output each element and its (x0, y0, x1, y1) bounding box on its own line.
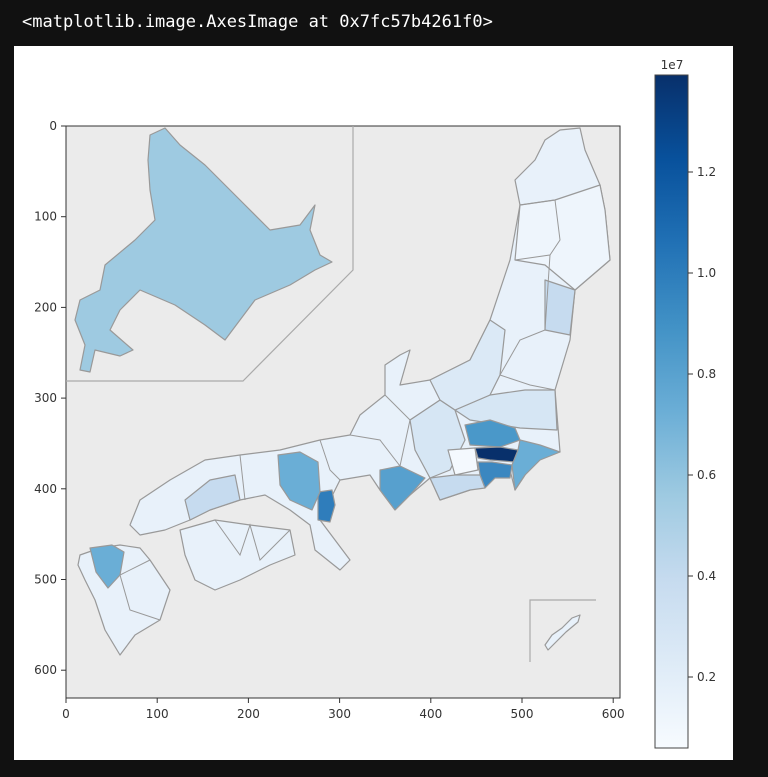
y-tick-label: 400 (34, 482, 57, 496)
y-tick-label: 100 (34, 210, 57, 224)
colorbar-tick-label: 0.4 (697, 569, 716, 583)
prefecture-border (349, 419, 411, 468)
x-tick-label: 200 (237, 707, 260, 721)
prefecture-border (239, 454, 246, 501)
y-tick-label: 600 (34, 663, 57, 677)
x-tick-label: 400 (419, 707, 442, 721)
prefecture-chiba (511, 439, 561, 491)
prefecture-hokkaido (74, 127, 333, 373)
colorbar-offset-label: 1e7 (661, 58, 684, 72)
prefecture-miyagi (544, 279, 576, 336)
hokkaido-inset-frame (66, 126, 354, 382)
prefecture-osaka (317, 489, 336, 523)
prefecture-border (499, 254, 551, 376)
prefecture-hyogo (277, 451, 321, 511)
prefecture-border (519, 199, 561, 256)
prefecture-border (499, 374, 556, 391)
output-repr-text: <matplotlib.image.AxesImage at 0x7fc57b4… (22, 12, 493, 32)
y-tick-label: 300 (34, 391, 57, 405)
prefecture-border (319, 439, 341, 481)
japan-map (66, 126, 611, 662)
y-tick-label: 500 (34, 573, 57, 587)
colorbar-tick-label: 1.0 (697, 266, 716, 280)
y-axis: 0 100 200 300 400 500 600 (34, 119, 66, 677)
x-axis: 0 100 200 300 400 500 600 (62, 698, 625, 721)
colorbar: 1e7 0.2 0.4 0.6 0.8 1.0 1.2 (654, 58, 716, 749)
colorbar-tick-label: 1.2 (697, 165, 716, 179)
colorbar-gradient (654, 74, 689, 749)
x-tick-label: 0 (62, 707, 70, 721)
prefecture-shikoku (179, 519, 296, 591)
x-tick-label: 600 (602, 707, 625, 721)
y-tick-label: 200 (34, 300, 57, 314)
colorbar-tick-label: 0.2 (697, 670, 716, 684)
x-tick-label: 100 (146, 707, 169, 721)
prefecture-shizuoka (429, 474, 486, 501)
x-tick-label: 500 (511, 707, 534, 721)
map-axes: 0 100 200 300 400 500 600 0 100 200 300 400 500 600 (34, 119, 625, 721)
prefecture-yamanashi (447, 447, 479, 476)
prefecture-border (214, 519, 291, 561)
colorbar-tick-label: 0.8 (697, 367, 716, 381)
prefecture-northern-tohoku (514, 184, 611, 291)
okinawa-inset-frame (529, 599, 596, 662)
prefecture-border (119, 559, 161, 621)
x-tick-label: 300 (328, 707, 351, 721)
prefecture-kanto-north (454, 389, 558, 431)
prefecture-okinawa (544, 614, 581, 651)
prefecture-shimane-tottori (184, 474, 241, 521)
y-tick-label: 0 (49, 119, 57, 133)
colorbar-tick-label: 0.6 (697, 468, 716, 482)
